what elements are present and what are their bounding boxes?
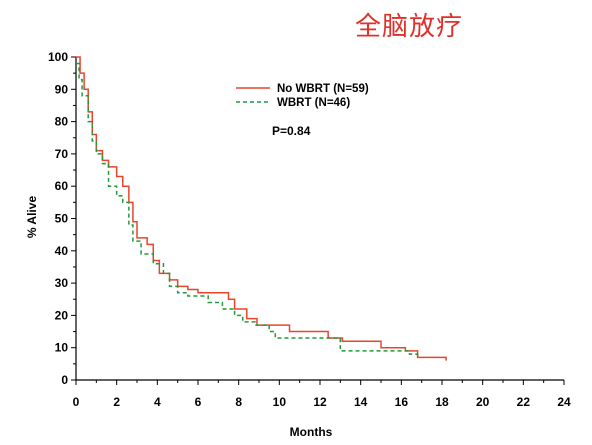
x-tick-label: 18 xyxy=(435,395,449,409)
x-tick-label: 16 xyxy=(395,395,409,409)
x-tick-label: 4 xyxy=(154,395,161,409)
y-tick-label: 40 xyxy=(55,244,69,258)
y-tick-label: 20 xyxy=(55,308,69,322)
x-tick-label: 8 xyxy=(235,395,242,409)
series-line-wbrt xyxy=(76,62,419,358)
x-tick-label: 2 xyxy=(113,395,120,409)
y-tick-label: 70 xyxy=(55,147,69,161)
series-line-no-wbrt xyxy=(76,56,447,361)
x-tick-label: 14 xyxy=(354,395,368,409)
y-tick-label: 0 xyxy=(61,373,68,387)
x-tick-label: 0 xyxy=(73,395,80,409)
y-tick-label: 10 xyxy=(55,341,69,355)
x-tick-label: 12 xyxy=(313,395,327,409)
chart-title: 全脑放疗 xyxy=(355,12,464,42)
x-axis-label: Months xyxy=(290,425,333,439)
x-tick-label: 24 xyxy=(557,395,571,409)
series-layer xyxy=(76,56,447,361)
legend-label-no-wbrt: No WBRT (N=59) xyxy=(277,83,369,95)
legend-label-wbrt: WBRT (N=46) xyxy=(277,97,350,109)
y-tick-label: 30 xyxy=(55,276,69,290)
y-tick-label: 50 xyxy=(55,212,69,226)
y-tick-label: 90 xyxy=(55,82,69,96)
p-value-annotation: P=0.84 xyxy=(272,124,311,138)
y-tick-label: 60 xyxy=(55,179,69,193)
x-tick-label: 20 xyxy=(476,395,490,409)
x-tick-label: 10 xyxy=(273,395,287,409)
legend: No WBRT (N=59) WBRT (N=46) xyxy=(236,83,369,109)
y-tick-label: 100 xyxy=(48,50,68,64)
x-tick-label: 22 xyxy=(517,395,531,409)
y-axis-label: % Alive xyxy=(25,196,39,239)
y-tick-label: 80 xyxy=(55,115,69,129)
x-tick-label: 6 xyxy=(195,395,202,409)
